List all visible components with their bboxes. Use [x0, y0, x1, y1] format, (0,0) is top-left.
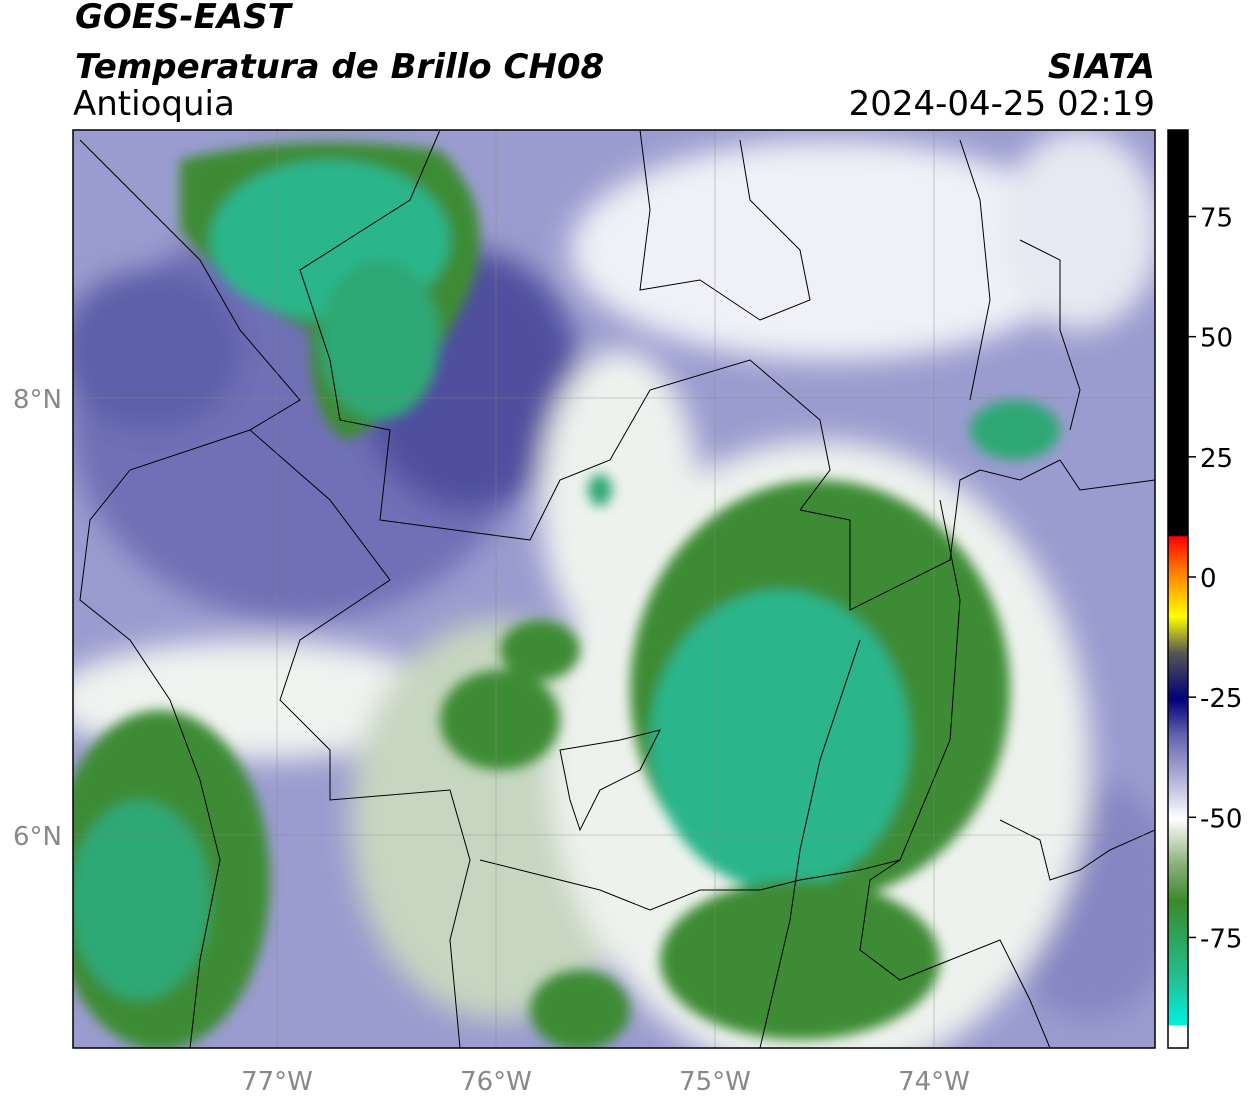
lon-label: 76°W — [460, 1067, 532, 1097]
colorbar-tick-label: 25 — [1200, 444, 1233, 474]
colorbar-tick-label: 75 — [1200, 204, 1233, 234]
lon-label: 75°W — [679, 1067, 751, 1097]
map-image — [73, 130, 1155, 1048]
map-frame — [72, 129, 1156, 1049]
source: SIATA — [1048, 47, 1155, 87]
lon-label: 77°W — [241, 1067, 313, 1097]
product: Temperatura de Brillo CH08 — [75, 47, 604, 87]
colorbar-tick-label: -25 — [1200, 684, 1242, 714]
graticule — [73, 130, 1155, 1048]
colorbar-tick-label: -50 — [1200, 804, 1242, 834]
datetime: 2024-04-25 02:19 — [849, 84, 1155, 124]
satellite: GOES-EAST — [75, 0, 294, 37]
colorbar-tick-label: 0 — [1200, 564, 1217, 594]
colorbar-tick-label: 50 — [1200, 324, 1233, 354]
lon-label: 74°W — [898, 1067, 970, 1097]
lat-label: 6°N — [13, 822, 62, 852]
colorbar — [1167, 129, 1189, 1049]
colorbar-tick-label: -75 — [1200, 924, 1242, 954]
region: Antioquia — [73, 84, 235, 124]
lat-label: 8°N — [13, 385, 62, 415]
